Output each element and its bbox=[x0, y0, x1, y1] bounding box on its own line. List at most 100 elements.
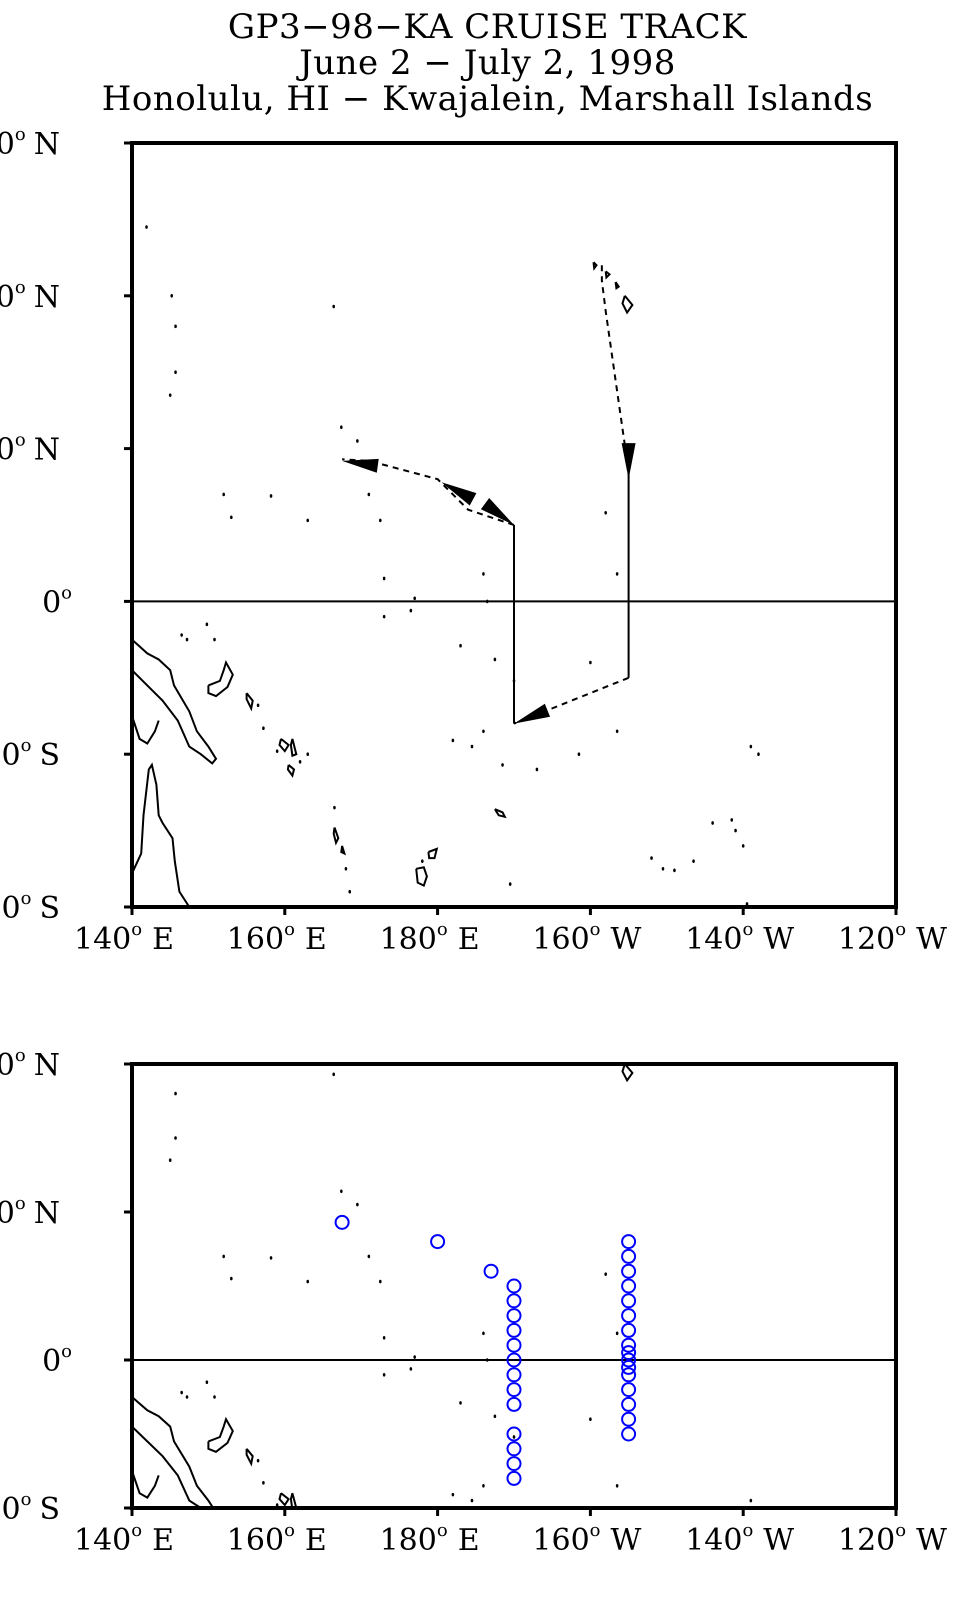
direction-arrow bbox=[514, 703, 551, 724]
island bbox=[615, 572, 619, 576]
island bbox=[275, 749, 279, 753]
island bbox=[213, 637, 216, 642]
island bbox=[508, 882, 512, 886]
hemisphere: W bbox=[763, 922, 794, 957]
coastline bbox=[278, 1492, 290, 1507]
island bbox=[348, 889, 352, 894]
island bbox=[213, 1395, 216, 1399]
station-marker bbox=[621, 1396, 637, 1412]
degree-sign: o bbox=[895, 919, 906, 940]
island bbox=[711, 821, 714, 825]
station-marker bbox=[334, 1214, 350, 1230]
island bbox=[650, 856, 653, 860]
coastline bbox=[132, 762, 191, 907]
island bbox=[413, 596, 416, 601]
island bbox=[180, 1390, 183, 1395]
degree-sign: o bbox=[131, 1520, 142, 1541]
island bbox=[604, 510, 607, 515]
island bbox=[256, 1458, 260, 1463]
map-geography bbox=[132, 1064, 760, 1508]
island bbox=[615, 729, 619, 734]
map-frame bbox=[130, 1062, 898, 1510]
hemisphere: W bbox=[611, 922, 642, 957]
station-marker bbox=[506, 1426, 522, 1442]
lat-tick-label: 0o bbox=[42, 1341, 72, 1379]
degree-sign: o bbox=[742, 1520, 753, 1541]
island bbox=[168, 1158, 172, 1162]
hemisphere: E bbox=[152, 1523, 174, 1558]
island bbox=[256, 703, 260, 708]
island bbox=[413, 1355, 416, 1359]
hemisphere: S bbox=[39, 738, 60, 773]
coastline bbox=[207, 659, 234, 698]
hemisphere: N bbox=[34, 127, 60, 162]
station-marker bbox=[506, 1322, 522, 1338]
hemisphere: E bbox=[152, 922, 174, 957]
island bbox=[275, 1503, 279, 1507]
island bbox=[269, 1256, 273, 1260]
island bbox=[382, 576, 386, 581]
island bbox=[174, 370, 177, 374]
island bbox=[615, 1484, 619, 1488]
island bbox=[168, 393, 172, 397]
degree-sign: o bbox=[15, 125, 26, 145]
station-marker bbox=[621, 1411, 637, 1427]
island bbox=[382, 614, 386, 619]
hemisphere: W bbox=[611, 1523, 642, 1558]
coastline bbox=[278, 738, 290, 753]
island bbox=[749, 744, 753, 749]
island bbox=[230, 1276, 233, 1281]
coastline bbox=[289, 1492, 298, 1508]
station-marker bbox=[621, 1426, 637, 1442]
degree-sign: o bbox=[437, 919, 448, 940]
island bbox=[757, 752, 760, 756]
lon-tick-label: 120o W bbox=[838, 1520, 947, 1558]
direction-arrow bbox=[480, 498, 514, 525]
degree-sign: o bbox=[437, 1520, 448, 1541]
island bbox=[332, 304, 335, 309]
island bbox=[661, 867, 665, 871]
degree-sign: o bbox=[15, 277, 26, 298]
island bbox=[379, 518, 382, 523]
island bbox=[482, 729, 485, 734]
lon-tick-label: 180o E bbox=[380, 1520, 480, 1558]
direction-arrow bbox=[342, 458, 379, 473]
coastline bbox=[604, 270, 612, 280]
lon-tick-label: 160o E bbox=[227, 1520, 327, 1558]
island bbox=[493, 657, 497, 662]
hemisphere: W bbox=[763, 1523, 794, 1558]
island bbox=[482, 1484, 485, 1488]
station-marker bbox=[506, 1367, 522, 1383]
direction-arrow bbox=[441, 482, 477, 506]
island bbox=[344, 867, 348, 871]
island bbox=[174, 324, 177, 329]
station-marker bbox=[506, 1456, 522, 1472]
coastline bbox=[427, 847, 439, 860]
figure-title: GP3−98−KA CRUISE TRACK bbox=[227, 7, 748, 47]
degree-sign: o bbox=[21, 1489, 32, 1510]
island bbox=[222, 492, 225, 497]
lat-tick-label: 10oN bbox=[0, 1193, 60, 1231]
map-frame bbox=[130, 141, 898, 909]
degree-sign: o bbox=[284, 1520, 295, 1541]
lon-tick-label: 160o W bbox=[532, 919, 641, 957]
island bbox=[205, 622, 209, 627]
coastline bbox=[132, 638, 218, 765]
station-marker bbox=[621, 1248, 637, 1264]
hemisphere: W bbox=[916, 922, 947, 957]
hemisphere: S bbox=[39, 891, 60, 926]
island bbox=[382, 1373, 386, 1377]
station-marker bbox=[506, 1470, 522, 1486]
cruise-track bbox=[342, 265, 636, 725]
island bbox=[174, 1136, 177, 1140]
station-marker bbox=[621, 1382, 637, 1398]
island bbox=[185, 1395, 189, 1399]
island bbox=[470, 1498, 474, 1503]
station-marker bbox=[621, 1352, 637, 1368]
lat-tick-label: 20oN bbox=[0, 1045, 60, 1083]
lon-tick-label: 120o W bbox=[838, 919, 947, 957]
island bbox=[470, 744, 474, 749]
island bbox=[222, 1254, 225, 1259]
island bbox=[615, 1331, 619, 1336]
